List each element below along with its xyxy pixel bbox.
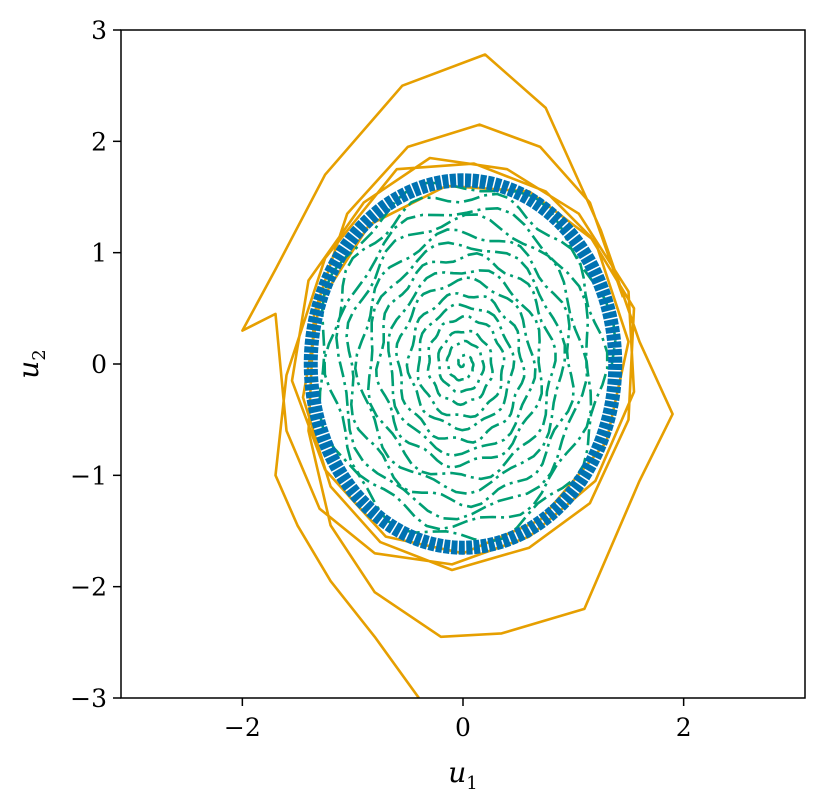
x-axis-label: u1 [448, 756, 478, 794]
series-line-green [318, 181, 617, 544]
x-tick-label: 0 [455, 713, 471, 742]
y-ticks: −3 −2 −1 0 1 2 3 [70, 16, 121, 713]
series-line-blue [303, 173, 623, 555]
y-tick-label: 2 [91, 127, 107, 156]
y-tick-label: −2 [70, 573, 107, 602]
x-tick-label: 2 [676, 713, 692, 742]
y-tick-label: 0 [91, 350, 107, 379]
x-ticks: −2 0 2 [224, 698, 692, 742]
y-tick-label: −3 [70, 684, 107, 713]
series-layer [241, 53, 674, 698]
y-tick-label: −1 [70, 461, 107, 490]
x-tick-label: −2 [224, 713, 261, 742]
y-tick-label: 1 [91, 239, 107, 268]
series-line-orange [241, 53, 674, 698]
series-group [241, 53, 674, 698]
y-axis-label: u2 [12, 349, 50, 379]
y-tick-label: 3 [91, 16, 107, 45]
